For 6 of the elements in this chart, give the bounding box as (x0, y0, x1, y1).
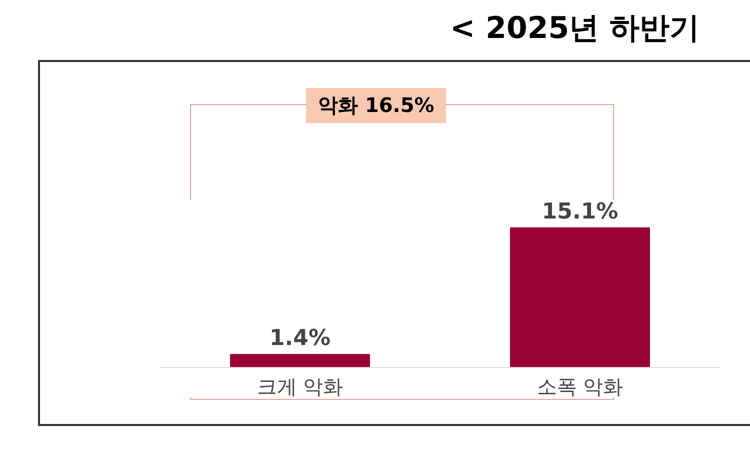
text: 악화 16.5% (306, 88, 446, 123)
x-tick-label: 소폭 악화 (536, 374, 624, 398)
chart-title: < 2025년 하반기 (450, 10, 700, 48)
data-label: 1.4% (269, 326, 331, 352)
data-label: 15.1% (542, 199, 618, 224)
x-tick-label: 크게 악화 (256, 374, 344, 398)
